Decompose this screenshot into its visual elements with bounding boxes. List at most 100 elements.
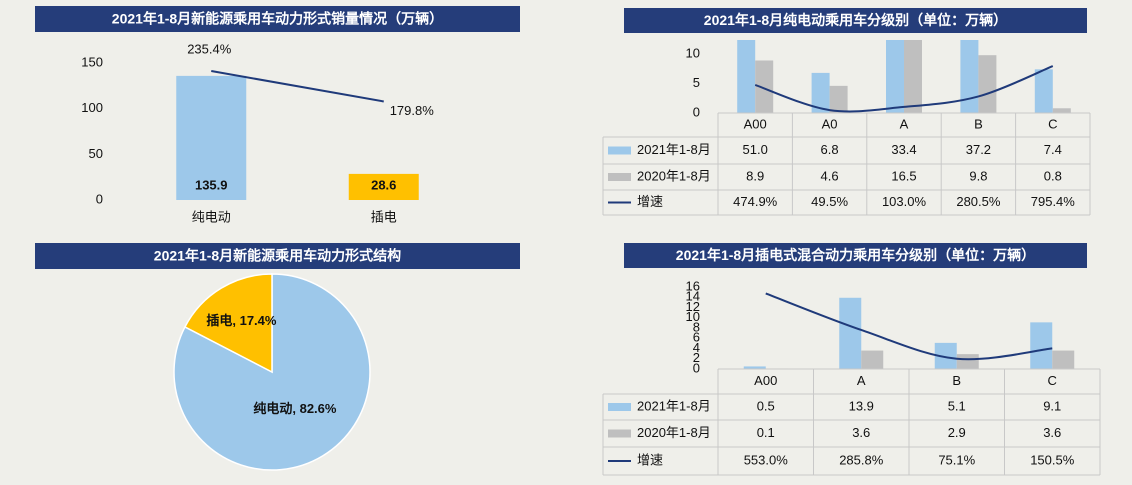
table-cell: 75.1% [938, 452, 975, 467]
table-cell: 7.4 [1044, 142, 1062, 157]
table-cell: 795.4% [1031, 194, 1076, 209]
pie-slice [183, 273, 273, 374]
title-bar [624, 243, 1087, 268]
legend-swatch [608, 429, 631, 438]
y-tick-label: 10 [686, 309, 700, 324]
table-cell: 285.8% [839, 452, 884, 467]
table-cell: 474.9% [733, 194, 778, 209]
bar-value-label: 135.9 [195, 177, 228, 192]
table-cell: 280.5% [956, 194, 1001, 209]
y-tick-label: 50 [89, 146, 103, 161]
bar [1034, 69, 1053, 113]
y-tick-label: 16 [686, 278, 700, 293]
table-cell: 13.9 [849, 398, 874, 413]
bar [956, 354, 979, 369]
table-cell: 49.5% [811, 194, 848, 209]
bar [861, 350, 884, 369]
x-tick-label: A [900, 116, 909, 131]
bar [978, 55, 997, 113]
x-tick-label: C [1048, 116, 1057, 131]
growth-line [211, 70, 384, 103]
bar [1052, 108, 1071, 113]
table-cell: 33.4 [891, 142, 916, 157]
table-cell: 9.8 [969, 168, 987, 183]
y-tick-label: 0 [96, 191, 103, 206]
bar [1052, 350, 1075, 369]
bar [755, 60, 774, 113]
y-tick-label: 10 [686, 45, 700, 60]
title-bar [624, 8, 1087, 33]
y-tick-label: 14 [686, 289, 700, 304]
bar [348, 173, 419, 200]
table-cell: 0.1 [757, 425, 775, 440]
legend-label: 2020年1-8月 [637, 168, 711, 183]
line-value-label: 235.4% [187, 41, 232, 56]
table-cell: 5.1 [948, 398, 966, 413]
table-cell: 51.0 [743, 142, 768, 157]
y-tick-label: 2 [693, 350, 700, 365]
table-cell: 103.0% [882, 194, 927, 209]
bar [176, 75, 247, 200]
chart-title: 2021年1-8月新能源乘用车动力形式销量情况（万辆） [112, 11, 443, 27]
legend-swatch [608, 403, 631, 411]
legend-label: 2020年1-8月 [637, 425, 711, 440]
bar [960, 40, 979, 113]
bar [1030, 322, 1053, 369]
line-value-label: 179.8% [390, 103, 435, 118]
y-tick-label: 0 [693, 360, 700, 375]
x-tick-label: A0 [822, 116, 838, 131]
y-tick-label: 8 [693, 319, 700, 334]
table-cell: 3.6 [852, 425, 870, 440]
x-tick-label: B [952, 373, 961, 388]
table-cell: 0.5 [757, 398, 775, 413]
title-bar [35, 243, 520, 269]
y-tick-label: 6 [693, 330, 700, 345]
bar [829, 85, 848, 113]
bar [737, 40, 756, 113]
x-tick-label: 纯电动 [192, 209, 231, 224]
x-tick-label: A00 [754, 373, 777, 388]
title-bar [35, 6, 520, 32]
table-cell: 2.9 [948, 425, 966, 440]
growth-line [754, 65, 1054, 113]
table-cell: 150.5% [1030, 452, 1075, 467]
x-tick-label: 插电 [371, 209, 397, 224]
pie-label: 插电, 17.4% [206, 313, 277, 328]
table-cell: 6.8 [821, 142, 839, 157]
y-tick-label: 0 [693, 104, 700, 119]
bar-value-label: 28.6 [371, 177, 396, 192]
table-cell: 0.8 [1044, 168, 1062, 183]
table-cell: 16.5 [891, 168, 916, 183]
y-tick-label: 150 [81, 54, 103, 69]
bar [839, 297, 862, 369]
growth-line [765, 292, 1053, 361]
x-tick-label: A00 [744, 116, 767, 131]
bar [886, 40, 904, 113]
legend-swatch [608, 173, 631, 181]
table-cell: 553.0% [744, 452, 789, 467]
chart-title: 2021年1-8月新能源乘用车动力形式结构 [154, 248, 401, 264]
chart-title: 2021年1-8月纯电动乘用车分级别（单位：万辆） [704, 12, 1007, 28]
legend-swatch [608, 146, 631, 155]
chart-title: 2021年1-8月插电式混合动力乘用车分级别（单位：万辆） [676, 247, 1035, 263]
table-cell: 9.1 [1043, 398, 1061, 413]
bar [743, 366, 766, 369]
legend-label: 增速 [637, 194, 663, 209]
legend-label: 2021年1-8月 [637, 142, 711, 157]
y-tick-label: 5 [693, 75, 700, 90]
table-cell: 4.6 [821, 168, 839, 183]
table-cell: 37.2 [966, 142, 991, 157]
x-tick-label: B [974, 116, 983, 131]
table-cell: 3.6 [1043, 425, 1061, 440]
bar [934, 342, 957, 369]
pie-label: 纯电动, 82.6% [253, 401, 337, 416]
bar [904, 40, 922, 113]
bar [811, 72, 830, 113]
table-cell: 8.9 [746, 168, 764, 183]
y-tick-label: 4 [693, 340, 700, 355]
x-tick-label: C [1048, 373, 1057, 388]
y-tick-label: 12 [686, 299, 700, 314]
x-tick-label: A [857, 373, 866, 388]
